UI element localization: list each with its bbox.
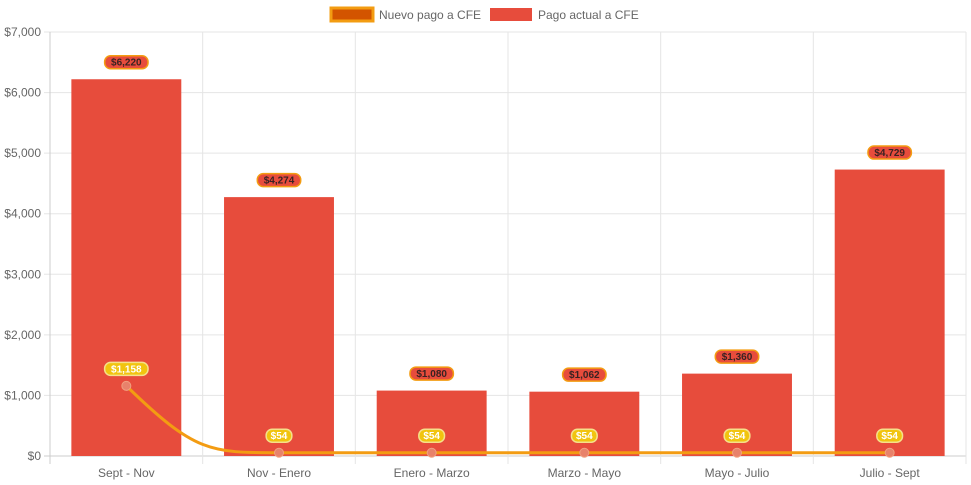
bar-data-label-bg [409, 366, 455, 381]
bar[interactable] [376, 390, 487, 456]
legend[interactable]: Nuevo pago a CFE Pago actual a CFE [329, 6, 639, 23]
bar-data-label-bg [256, 172, 302, 188]
bar-data-label-bg [561, 367, 607, 382]
bar[interactable] [682, 373, 792, 456]
bar[interactable] [834, 169, 945, 456]
line-data-label: $54 [881, 431, 898, 442]
bar[interactable] [71, 79, 182, 456]
line-series [121, 380, 895, 458]
y-tick-label: $4,000 [4, 207, 41, 221]
x-tick-label: Julio - Sept [860, 466, 921, 480]
x-tick-label: Marzo - Mayo [548, 466, 622, 480]
bar[interactable] [224, 197, 334, 456]
bar-data-label: $1,080 [416, 369, 447, 380]
y-tick-label: $5,000 [4, 146, 41, 160]
line-data-label-bg [723, 428, 751, 443]
y-tick-label: $7,000 [4, 25, 41, 39]
bar-data-label-bg [714, 349, 760, 364]
line-point[interactable] [121, 380, 132, 391]
line-data-label-bg [876, 428, 904, 443]
y-axis: $0 $1,000 $2,000 $3,000 $4,000 $5,000 $6,000 $7… [4, 25, 41, 463]
line-data-label-bg [265, 428, 293, 443]
y-tick-label: $3,000 [4, 267, 41, 281]
line-point[interactable] [579, 447, 590, 458]
x-tick-label: Enero - Marzo [394, 466, 470, 480]
bar-data-label: $1,360 [722, 352, 753, 363]
x-tick-label: Sept - Nov [98, 466, 155, 480]
legend-swatch-nuevo[interactable] [329, 6, 375, 23]
line-point[interactable] [732, 447, 742, 458]
grid [44, 31, 967, 464]
line-path [125, 384, 890, 455]
bar-data-label: $6,220 [111, 58, 142, 69]
line-point[interactable] [274, 447, 284, 458]
line-data-label: $54 [576, 431, 593, 442]
y-tick-label: $6,000 [4, 86, 41, 100]
y-tick-label: $1,000 [4, 388, 41, 402]
bar-data-label: $4,729 [874, 148, 905, 159]
x-axis: Sept - Nov Nov - Enero Enero - Marzo Marzo … [98, 466, 920, 480]
legend-swatch-actual[interactable] [490, 8, 532, 21]
line-data-label: $54 [271, 431, 288, 442]
bar-data-label: $4,274 [264, 176, 295, 187]
line-data-label-bg [570, 428, 598, 443]
x-tick-label: Nov - Enero [247, 466, 311, 480]
data-labels: $6,220 $4,274 $1,080 $1,062 $1,360 $4,729 $1,1… [103, 54, 913, 443]
bar-data-label-bg [867, 145, 913, 160]
line-point[interactable] [884, 447, 895, 458]
bar-data-label: $1,062 [569, 370, 600, 381]
y-tick-label: $0 [28, 449, 42, 463]
line-data-label: $54 [423, 431, 440, 442]
legend-label-nuevo[interactable]: Nuevo pago a CFE [379, 8, 481, 22]
bar-data-label-bg [103, 54, 149, 70]
line-data-label: $1,158 [111, 364, 142, 375]
line-data-label-bg [103, 361, 149, 377]
line-data-label-bg [418, 428, 446, 443]
y-tick-label: $2,000 [4, 328, 41, 342]
line-data-label: $54 [729, 431, 746, 442]
line-point[interactable] [426, 447, 437, 458]
x-tick-label: Mayo - Julio [705, 466, 770, 480]
bar[interactable] [529, 391, 640, 456]
legend-label-actual[interactable]: Pago actual a CFE [538, 8, 639, 22]
